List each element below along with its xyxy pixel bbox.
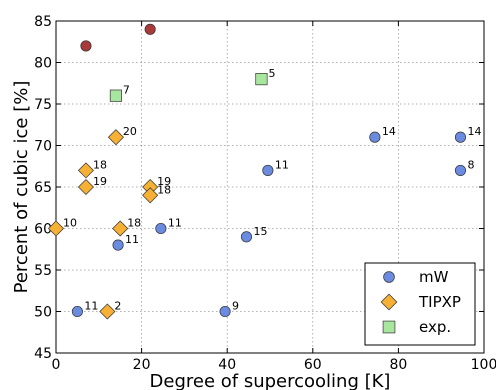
x-axis-label: Degree of supercooling [K] [150, 371, 391, 390]
point-label: 11 [275, 158, 289, 171]
x-tick-label: 40 [218, 357, 236, 373]
legend-label-mw: mW [419, 268, 449, 286]
legend-label-tipxp: TIPXP [418, 293, 461, 311]
y-tick-label: 75 [34, 97, 52, 113]
legend-label-exp: exp. [419, 318, 451, 336]
unlabeled-point [80, 40, 92, 52]
mw-point [71, 305, 83, 318]
tipxp-point [77, 162, 94, 179]
mw-point [240, 231, 253, 243]
exp-point [109, 89, 122, 102]
point-label: 18 [157, 183, 171, 196]
mw-point [454, 164, 467, 176]
y-tick-label: 60 [34, 222, 52, 238]
tipxp-point [112, 220, 129, 237]
x-tick-label: 0 [52, 357, 61, 373]
tipxp-point [77, 178, 94, 196]
mw-point [454, 131, 467, 143]
mw-point [369, 131, 381, 143]
point-label: 14 [467, 125, 481, 138]
point-label: 19 [93, 175, 107, 188]
legend: mW TIPXP exp. [364, 262, 476, 346]
mw-point [262, 164, 274, 176]
tipxp-point [142, 187, 159, 204]
mw-point [219, 305, 231, 318]
data-points [47, 23, 467, 320]
point-label: 11 [84, 300, 98, 313]
point-label: 9 [232, 300, 239, 313]
point-label: 15 [253, 225, 267, 238]
mw-point [155, 222, 167, 235]
tipxp-point [99, 303, 116, 320]
y-tick-label: 85 [34, 14, 52, 30]
legend-marker-mw [383, 271, 395, 283]
point-label: 10 [63, 217, 77, 230]
x-tick-label: 80 [389, 357, 407, 373]
y-tick-label: 45 [34, 346, 52, 362]
tipxp-point [47, 220, 65, 237]
point-label: 7 [123, 84, 130, 97]
unlabeled-point [144, 23, 156, 35]
point-label: 20 [123, 125, 137, 138]
point-label: 18 [93, 158, 107, 171]
y-tick-label: 80 [34, 56, 52, 72]
y-axis-label: Percent of cubic ice [%] [11, 81, 32, 294]
point-label: 19 [157, 175, 171, 188]
y-tick-label: 50 [34, 305, 52, 321]
exp-point [255, 73, 268, 86]
x-tick-label: 60 [304, 357, 322, 373]
legend-marker-tipxp [380, 293, 398, 311]
y-tick-label: 70 [34, 139, 52, 155]
y-tick-label: 55 [34, 263, 52, 279]
mw-point [112, 239, 124, 251]
point-label: 14 [382, 125, 396, 138]
point-label: 18 [127, 217, 141, 230]
y-tick-label: 65 [34, 180, 52, 196]
tipxp-point [107, 129, 124, 146]
point-label: 8 [467, 158, 474, 171]
legend-marker-exp [382, 320, 396, 334]
x-tick-label: 100 [471, 357, 496, 373]
point-label: 11 [125, 233, 139, 246]
point-label: 2 [114, 300, 121, 313]
point-label: 11 [168, 217, 182, 230]
x-tick-label: 20 [133, 357, 151, 373]
point-label: 5 [268, 67, 275, 80]
